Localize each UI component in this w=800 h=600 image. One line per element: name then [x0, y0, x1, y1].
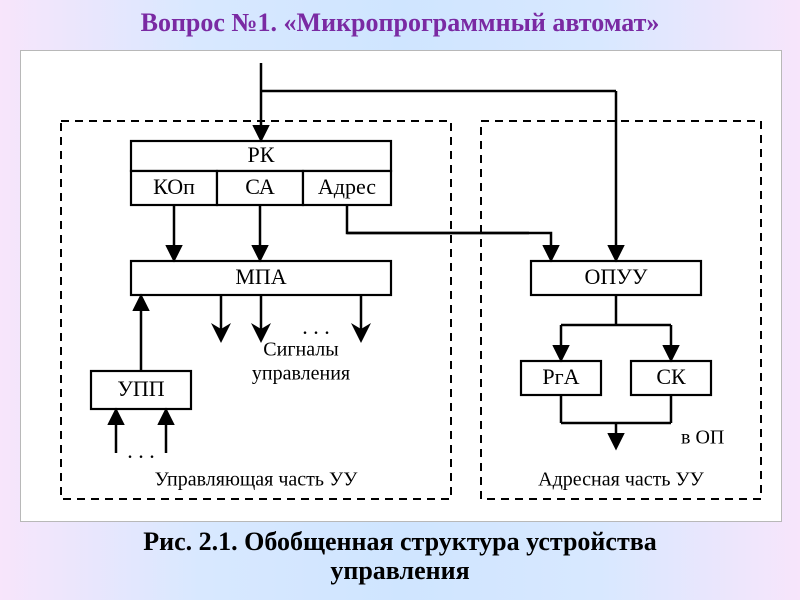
svg-text:РгА: РгА	[542, 364, 579, 389]
diagram-svg: Управляющая часть УУ Адресная часть УУ РК К…	[21, 51, 781, 521]
svg-text:Адрес: Адрес	[318, 174, 376, 199]
svg-text:ОПУУ: ОПУУ	[585, 264, 648, 289]
slide-title-text: Вопрос №1. «Микропрограммный автомат»	[141, 8, 660, 37]
svg-text:Адресная часть УУ: Адресная часть УУ	[538, 469, 704, 491]
svg-text:СА: СА	[245, 174, 275, 199]
svg-text:. . .: . . .	[302, 314, 330, 339]
svg-text:. . .: . . .	[127, 438, 155, 463]
svg-text:СК: СК	[656, 364, 686, 389]
svg-text:КОп: КОп	[153, 174, 195, 199]
svg-text:МПА: МПА	[235, 264, 286, 289]
svg-text:Сигналы: Сигналы	[263, 339, 338, 361]
svg-text:управления: управления	[252, 363, 350, 385]
caption-line1: Рис. 2.1. Обобщенная структура устройств…	[143, 527, 657, 556]
svg-text:УПП: УПП	[117, 376, 164, 401]
figure-caption: Рис. 2.1. Обобщенная структура устройств…	[0, 528, 800, 585]
slide-title: Вопрос №1. «Микропрограммный автомат»	[0, 8, 800, 38]
caption-line2: управления	[330, 556, 469, 585]
diagram-figure: Управляющая часть УУ Адресная часть УУ РК К…	[20, 50, 782, 522]
svg-text:в ОП: в ОП	[681, 427, 724, 449]
svg-text:Управляющая часть УУ: Управляющая часть УУ	[155, 469, 359, 491]
svg-text:РК: РК	[248, 142, 275, 167]
